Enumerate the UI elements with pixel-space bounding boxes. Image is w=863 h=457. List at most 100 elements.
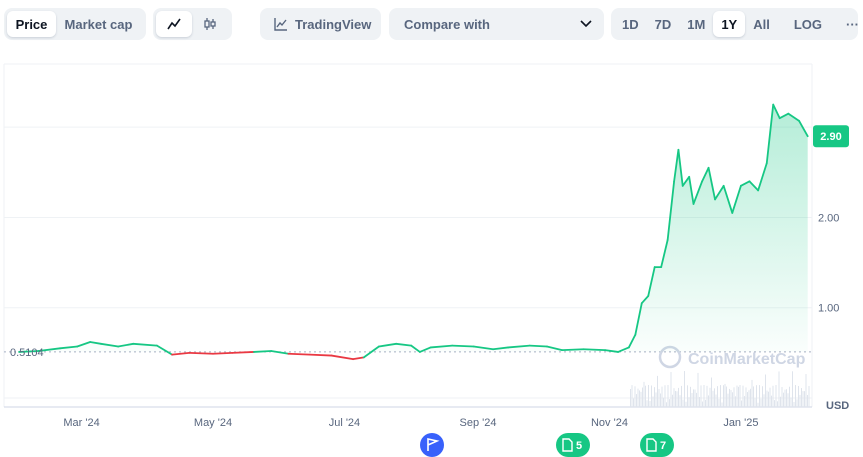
market-cap-tab[interactable]: Market cap — [64, 16, 133, 32]
price-line-segment — [701, 166, 710, 183]
price-line-segment — [352, 356, 365, 361]
y-tick-label: 2.00 — [818, 212, 839, 224]
range-all[interactable]: All — [753, 16, 770, 32]
line-chart-button[interactable] — [156, 11, 192, 37]
volume-bar — [792, 371, 793, 407]
volume-bar — [778, 371, 780, 407]
range-1d[interactable]: 1D — [622, 16, 639, 32]
volume-bar — [712, 390, 714, 407]
volume-bar — [705, 399, 706, 407]
volume-bar — [711, 377, 712, 407]
volume-bar — [747, 392, 748, 407]
news-count-label: 7 — [660, 440, 666, 452]
price-chart[interactable]: CoinMarketCap 0.5104 1.00 2.00 2.90 Mar '24 M… — [0, 50, 863, 457]
price-line-segment — [395, 342, 413, 347]
volume-bar — [784, 389, 786, 407]
volume-bar — [667, 385, 669, 407]
volume-bar — [654, 387, 655, 407]
event-marker-bubble — [556, 433, 590, 457]
volume-bar — [636, 394, 637, 407]
current-price-badge — [813, 125, 849, 148]
chart-style-toggle — [153, 8, 232, 40]
volume-bar — [724, 383, 726, 407]
volume-bar — [805, 374, 807, 407]
price-line-segment — [100, 342, 120, 348]
price-tab[interactable]: Price — [7, 11, 56, 37]
price-line-segment — [37, 347, 61, 352]
volume-bar — [708, 395, 709, 407]
candlestick-chart-button[interactable] — [192, 11, 228, 37]
compare-with-dropdown[interactable]: Compare with — [389, 8, 604, 40]
currency-axis-label: USD — [826, 400, 849, 412]
volume-bar — [729, 388, 730, 407]
more-options-button[interactable]: ··· — [846, 16, 860, 32]
volume-bar — [664, 385, 666, 407]
price-line — [18, 103, 809, 361]
price-line-segment — [582, 348, 607, 352]
volume-bar — [652, 396, 654, 407]
price-line-segment — [731, 184, 742, 214]
price-line-segment — [418, 346, 432, 353]
volume-bar — [717, 386, 718, 407]
x-tick-label: Mar '24 — [63, 417, 99, 429]
price-line-segment — [666, 180, 676, 241]
volume-bar — [768, 391, 769, 407]
range-1m[interactable]: 1M — [687, 16, 706, 32]
volume-bar — [798, 385, 799, 407]
price-line-segment — [757, 162, 768, 192]
event-flag-marker[interactable] — [420, 433, 444, 457]
volume-bar — [702, 401, 703, 407]
volume-bar — [666, 402, 667, 407]
volume-bar — [754, 398, 756, 407]
volume-bar — [790, 397, 792, 407]
tradingview-label: TradingView — [295, 16, 372, 32]
range-1y[interactable]: 1Y — [713, 11, 746, 37]
volume-bar — [706, 385, 708, 407]
event-marker-bubble — [420, 433, 444, 457]
price-line-segment — [714, 184, 725, 201]
candlestick-icon — [204, 18, 216, 30]
tradingview-button[interactable]: TradingView — [260, 8, 381, 40]
price-line-segment — [171, 351, 191, 356]
log-scale-toggle[interactable]: LOG — [793, 16, 823, 32]
price-line-segment — [617, 346, 630, 353]
volume-bar — [742, 385, 744, 407]
price-line-segment — [739, 180, 751, 187]
tradingview-icon — [274, 18, 287, 31]
volume-bar — [760, 398, 762, 407]
price-line-segment — [627, 333, 637, 349]
axis-labels: 0.5104 1.00 2.00 2.90 Mar '24 May '24 Jul '24 S… — [10, 125, 849, 429]
volume-bar — [691, 393, 693, 407]
price-chart-svg: CoinMarketCap 0.5104 1.00 2.00 2.90 Mar '24 M… — [3, 63, 849, 457]
volume-bar — [678, 387, 679, 407]
document-icon — [646, 438, 657, 452]
volume-bar — [639, 390, 640, 407]
volume-bar — [748, 390, 750, 407]
price-line-segment — [492, 346, 510, 351]
volume-bar — [687, 385, 688, 407]
data-type-toggle: Price Market cap — [4, 8, 146, 40]
volume-bar — [750, 388, 751, 407]
price-line-segment — [76, 341, 92, 348]
volume-bar — [660, 393, 661, 407]
price-line-segment — [451, 344, 475, 348]
volume-bar — [675, 390, 676, 407]
document-icon — [562, 438, 573, 452]
x-tick-label: Sep '24 — [460, 417, 497, 429]
volume-bar — [684, 371, 685, 407]
volume-bar — [733, 387, 735, 407]
volume-bar — [765, 374, 766, 407]
volume-bar — [727, 393, 729, 407]
news-marker[interactable]: 7 — [640, 433, 674, 457]
volume-bar — [673, 388, 675, 407]
volume-bar — [799, 394, 801, 407]
volume-bar — [676, 391, 678, 407]
price-line-segment — [634, 302, 643, 336]
volume-bar — [682, 399, 684, 407]
volume-bar — [690, 386, 691, 407]
range-7d[interactable]: 7D — [654, 16, 672, 32]
volume-bar — [669, 399, 670, 407]
news-marker[interactable]: 5 — [556, 433, 590, 457]
event-marker-bubble — [640, 433, 674, 457]
